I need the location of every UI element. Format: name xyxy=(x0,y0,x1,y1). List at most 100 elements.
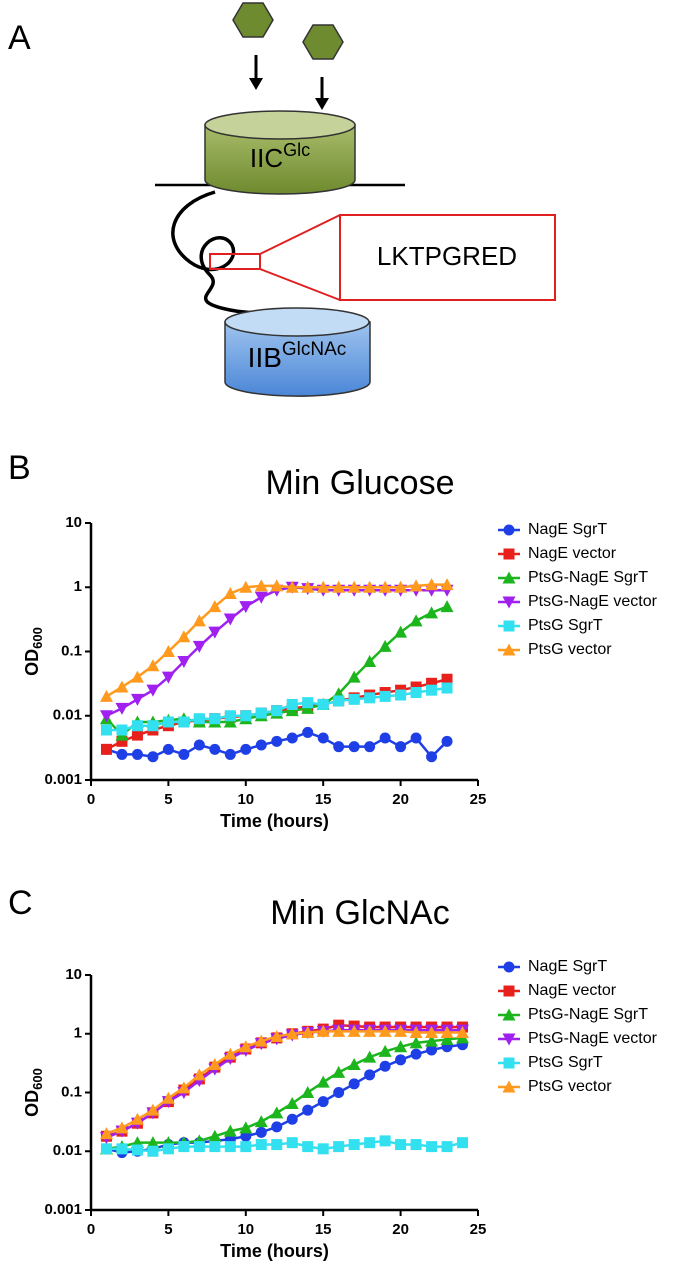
y-tick-label: 1 xyxy=(74,1025,82,1042)
point xyxy=(409,1036,423,1049)
point xyxy=(364,1137,376,1149)
point xyxy=(255,1126,267,1138)
panel-label: A xyxy=(8,19,31,57)
point xyxy=(409,614,423,627)
point xyxy=(224,748,236,760)
x-axis-label: Time (hours) xyxy=(220,811,329,831)
point xyxy=(286,698,298,710)
point xyxy=(116,748,128,760)
point xyxy=(332,1024,346,1037)
point xyxy=(440,578,454,591)
point xyxy=(239,601,253,614)
legend-label: PtsG-NagE SgrT xyxy=(528,569,648,586)
point xyxy=(223,586,237,599)
point xyxy=(301,580,315,593)
point xyxy=(348,693,360,705)
legend-label: PtsG-NagE vector xyxy=(528,1030,658,1047)
point xyxy=(441,735,453,747)
y-label-sub: 600 xyxy=(30,1068,45,1090)
point xyxy=(161,1091,175,1104)
legend-label: PtsG-NagE SgrT xyxy=(528,1006,648,1023)
point xyxy=(100,1143,112,1155)
y-tick-label: 0.001 xyxy=(44,771,82,788)
point xyxy=(131,729,143,741)
series xyxy=(99,581,454,723)
point xyxy=(240,710,252,722)
glucose-hexagon xyxy=(232,2,274,38)
point xyxy=(347,1057,361,1070)
point xyxy=(379,732,391,744)
iib-label: IIBGlcNAc xyxy=(248,339,347,373)
point xyxy=(162,716,174,728)
series xyxy=(99,578,454,702)
point xyxy=(410,732,422,744)
point xyxy=(178,1141,190,1153)
y-label-sub: 600 xyxy=(30,627,45,649)
point xyxy=(441,682,453,694)
point xyxy=(347,670,361,683)
point xyxy=(223,715,237,728)
iic-cylinder xyxy=(204,124,356,195)
legend-label: PtsG SgrT xyxy=(528,1054,603,1071)
iic-text: IIC xyxy=(250,143,283,173)
point xyxy=(378,639,392,652)
series-line xyxy=(106,1023,463,1138)
point xyxy=(502,571,516,584)
point xyxy=(239,1121,253,1134)
point xyxy=(410,1048,422,1060)
x-tick-label: 25 xyxy=(470,791,487,808)
series xyxy=(100,682,453,736)
point xyxy=(395,1054,407,1066)
panel-label: C xyxy=(8,884,33,922)
point xyxy=(178,716,190,728)
y-tick-label: 0.001 xyxy=(44,1201,82,1218)
x-tick-label: 15 xyxy=(315,1221,332,1238)
point xyxy=(239,580,253,593)
callout-box xyxy=(339,214,556,301)
point xyxy=(347,580,361,593)
point xyxy=(161,671,175,684)
point xyxy=(409,1026,423,1039)
point xyxy=(240,1130,252,1142)
point xyxy=(302,1141,314,1153)
point xyxy=(254,579,268,592)
point xyxy=(271,735,283,747)
point xyxy=(378,1024,392,1037)
point xyxy=(99,710,113,723)
callout-line xyxy=(259,268,341,301)
point xyxy=(270,1029,284,1042)
point xyxy=(379,1060,391,1072)
point xyxy=(317,698,329,710)
point xyxy=(193,1141,205,1153)
point xyxy=(208,1057,222,1070)
point xyxy=(301,1086,315,1098)
point xyxy=(285,580,299,593)
point xyxy=(348,741,360,753)
point xyxy=(426,684,438,696)
point xyxy=(146,684,160,697)
point xyxy=(363,1024,377,1037)
point xyxy=(271,1139,283,1151)
point xyxy=(254,591,268,604)
point xyxy=(317,1096,329,1108)
point xyxy=(178,748,190,760)
point xyxy=(333,695,345,707)
x-tick-label: 15 xyxy=(315,791,332,808)
point xyxy=(146,1136,160,1149)
chart-title: Min Glucose xyxy=(266,464,455,502)
x-tick-label: 0 xyxy=(87,1221,95,1238)
point xyxy=(503,524,515,536)
point xyxy=(209,743,221,755)
legend-label: NagE SgrT xyxy=(528,521,607,538)
point xyxy=(162,1143,174,1155)
series-line xyxy=(106,1030,463,1135)
point xyxy=(410,687,422,699)
point xyxy=(378,1044,392,1057)
point xyxy=(146,1103,160,1116)
point xyxy=(208,626,222,639)
point xyxy=(223,1124,237,1137)
point xyxy=(177,655,191,668)
point xyxy=(146,659,160,672)
point xyxy=(255,1139,267,1151)
